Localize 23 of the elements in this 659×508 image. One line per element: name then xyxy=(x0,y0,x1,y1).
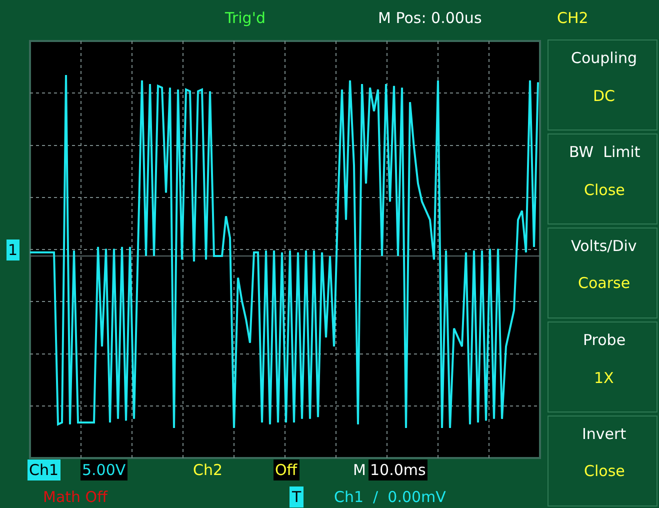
text: 5.00V xyxy=(82,461,126,479)
text: 10.0ms xyxy=(370,461,426,479)
text: M xyxy=(353,461,366,479)
text: Close xyxy=(584,462,625,480)
text: Off xyxy=(275,461,298,479)
text: Invert xyxy=(582,425,626,443)
text: Ch1 xyxy=(29,461,59,479)
text: 1X xyxy=(594,369,614,387)
text: DC xyxy=(593,87,616,105)
text: Ch1 / 0.00mV xyxy=(334,488,447,506)
text: Probe xyxy=(583,331,626,349)
text: Trig'd xyxy=(224,9,266,27)
text: Coarse xyxy=(578,274,630,292)
text: Ch2 xyxy=(193,461,223,479)
text: CH2 xyxy=(557,9,588,27)
text: Coupling xyxy=(571,49,638,67)
text: Math Off xyxy=(43,488,108,506)
text: T xyxy=(291,488,302,506)
text: BW Limit xyxy=(569,143,640,161)
text: M Pos: 0.00us xyxy=(378,9,482,27)
text: Close xyxy=(584,181,625,199)
text: 1 xyxy=(8,241,18,259)
text: Volts/Div xyxy=(571,237,637,255)
